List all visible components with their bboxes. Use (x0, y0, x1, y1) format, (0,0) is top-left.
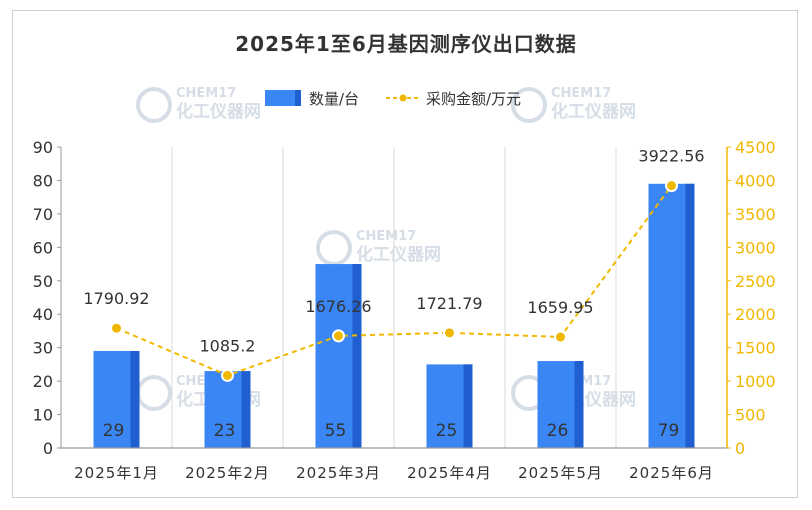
axes: 0 10 20 30 40 50 60 70 80 90 0 500 1000 1500 2000 2500 3… (33, 138, 776, 482)
watermark-brand: CHEM17 (356, 229, 416, 244)
y-right-tick-label: 3000 (735, 238, 776, 257)
bar-value-label: 29 (103, 421, 125, 441)
legend-bar-swatch (265, 90, 301, 106)
line-value-label: 1676.26 (305, 297, 371, 316)
data-labels: 29 23 55 25 26 79 1790.92 1085.2 1676.26 1721.79 1… (83, 147, 704, 441)
bar-value-label: 55 (325, 421, 347, 441)
y-right-tick-label: 4500 (735, 138, 776, 157)
y-right-tick-label: 2000 (735, 305, 776, 324)
y-left-tick-label: 50 (33, 272, 53, 291)
chart-frame: CHEM17化工仪器网CHEM17化工仪器网CHEM17化工仪器网CHEM17化… (12, 10, 798, 498)
x-tick-label: 2025年2月 (185, 464, 270, 482)
bar-shade (130, 351, 140, 448)
legend-line-marker (399, 94, 407, 102)
chart-canvas: CHEM17化工仪器网CHEM17化工仪器网CHEM17化工仪器网CHEM17化… (33, 32, 776, 482)
line-point (221, 368, 234, 382)
legend-bar-swatch-shade (295, 90, 301, 106)
y-right-tick-label: 4000 (735, 171, 776, 190)
bar-value-label: 79 (658, 421, 680, 441)
bar-shade (352, 264, 362, 448)
legend-line-label: 采购金额/万元 (426, 90, 521, 108)
line-point (110, 321, 123, 335)
legend-bar-label: 数量/台 (309, 90, 359, 108)
watermark-icon (136, 375, 172, 411)
y-right-tick-label: 3500 (735, 205, 776, 224)
x-tick-label: 2025年3月 (296, 464, 381, 482)
chart-title: 2025年1至6月基因测序仪出口数据 (235, 32, 577, 56)
line-point (554, 330, 567, 344)
bar-shade (241, 371, 251, 448)
y-left-tick-label: 90 (33, 138, 53, 157)
line-series (110, 179, 678, 382)
y-left-tick-label: 10 (33, 406, 53, 425)
y-left-tick-label: 80 (33, 171, 53, 190)
y-right-tick-label: 0 (735, 439, 745, 458)
watermark-icon (136, 87, 172, 123)
y-left-tick-label: 60 (33, 238, 53, 257)
x-tick-label: 2025年4月 (407, 464, 492, 482)
watermark-brand: CHEM17 (176, 86, 236, 101)
watermark-name: 化工仪器网 (176, 101, 261, 122)
bar-shade (685, 183, 695, 449)
y-right-tick-label: 1500 (735, 339, 776, 358)
line-point (665, 179, 678, 193)
x-tick-label: 2025年5月 (518, 464, 603, 482)
x-tick-label: 2025年1月 (74, 464, 159, 482)
line-path (116, 185, 673, 377)
y-left-tick-label: 70 (33, 205, 53, 224)
y-left-tick-label: 30 (33, 339, 53, 358)
line-value-label: 1721.79 (416, 294, 482, 313)
y-right-tick-label: 500 (735, 406, 766, 425)
watermark-icon (316, 230, 352, 266)
y-left-tick-label: 20 (33, 372, 53, 391)
y-left-tick-label: 0 (43, 439, 53, 458)
y-left-tick-label: 40 (33, 305, 53, 324)
line-value-label: 1790.92 (83, 289, 149, 308)
legend: 数量/台 采购金额/万元 (265, 90, 521, 108)
line-point (443, 326, 456, 340)
line-point (332, 329, 345, 343)
bar-value-label: 25 (436, 421, 458, 441)
y-right-tick-label: 2500 (735, 272, 776, 291)
watermark-name: 化工仪器网 (356, 244, 441, 265)
y-right-tick-label: 1000 (735, 372, 776, 391)
watermark-name: 化工仪器网 (551, 101, 636, 122)
watermark-brand: CHEM17 (551, 86, 611, 101)
bar-value-label: 26 (547, 421, 569, 441)
line-value-label: 1085.2 (200, 336, 256, 355)
line-value-label: 3922.56 (638, 147, 704, 166)
line-value-label: 1659.95 (527, 298, 593, 317)
bar-shade (574, 361, 584, 448)
watermark-icon (511, 87, 547, 123)
bar-series (93, 183, 695, 449)
x-tick-label: 2025年6月 (629, 464, 714, 482)
bar-shade (463, 364, 473, 448)
bar-value-label: 23 (214, 421, 236, 441)
